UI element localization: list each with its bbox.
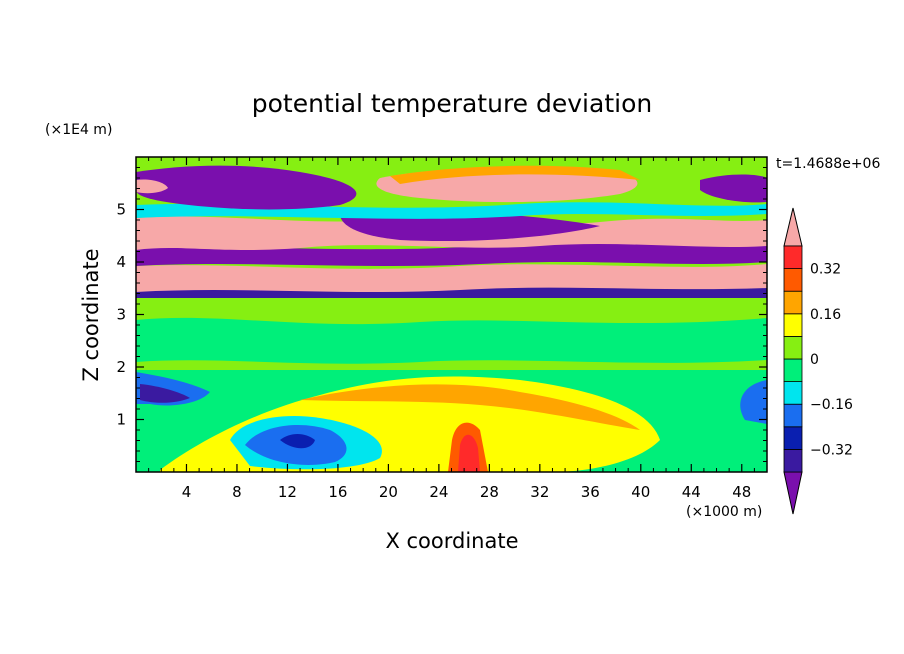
field-upper-purple-band: [136, 243, 767, 266]
x-tick-label: 32: [530, 483, 549, 501]
x-tick-label: 40: [631, 483, 650, 501]
x-tick-label: 44: [682, 483, 701, 501]
colorbar-label: 0.16: [810, 307, 841, 323]
colorbar-lower-triangle: [783, 471, 803, 515]
field-top-purple: [136, 165, 357, 210]
y-axis-ticks: 1 2 3 4 5: [116, 167, 767, 462]
colorbar-segment: [783, 290, 803, 315]
y-tick-label: 1: [116, 411, 126, 429]
x-tick-label: 48: [732, 483, 751, 501]
x-axis-ticks: 4 8 12 16 20 24 28 32 36 40 44 48: [148, 157, 755, 501]
y-axis-label: Z coordinate: [79, 248, 103, 381]
colorbar-label: 0.32: [810, 262, 841, 278]
colorbar-segment: [783, 335, 803, 360]
colorbar-label: 0: [810, 352, 819, 368]
x-tick-label: 20: [379, 483, 398, 501]
colorbar-segment: [783, 426, 803, 450]
field-upper-pink-band: [136, 264, 767, 292]
x-tick-label: 8: [232, 483, 242, 501]
colorbar-segment: [783, 381, 803, 405]
colorbar-segment: [783, 313, 803, 337]
field-cold-core-2: [280, 434, 315, 449]
field-top-left-pink: [136, 179, 168, 194]
colorbar: 0.32 0.16 0 −0.16 −0.32: [783, 207, 853, 515]
chart-title: potential temperature deviation: [252, 89, 652, 118]
colorbar-segment: [783, 268, 803, 292]
x-tick-label: 28: [480, 483, 499, 501]
plot-area: [136, 157, 767, 472]
field-plume-core: [458, 434, 480, 472]
field-top-right: [700, 174, 767, 203]
field-warm-arc-inner: [300, 384, 640, 430]
field-right-cold: [740, 380, 767, 424]
x-unit-label: (×1000 m): [686, 504, 762, 520]
field-top-orange: [390, 165, 640, 184]
y-tick-label: 4: [116, 253, 126, 271]
field-left-cold-core: [140, 384, 190, 403]
y-tick-label: 2: [116, 358, 126, 376]
colorbar-segment: [783, 358, 803, 383]
x-tick-label: 4: [182, 483, 192, 501]
field-middle-patch: [136, 317, 767, 364]
x-tick-label: 16: [328, 483, 347, 501]
x-tick-label: 36: [581, 483, 600, 501]
colorbar-upper-triangle: [783, 207, 803, 247]
x-axis-label: X coordinate: [385, 529, 518, 553]
colorbar-label: −0.32: [810, 442, 853, 458]
time-label: t=1.4688e+06: [776, 156, 880, 172]
x-tick-label: 12: [278, 483, 297, 501]
colorbar-segment: [783, 245, 803, 270]
colorbar-label: −0.16: [810, 397, 853, 413]
y-tick-label: 3: [116, 306, 126, 324]
y-tick-label: 5: [116, 201, 126, 219]
y-unit-label: (×1E4 m): [45, 122, 112, 138]
x-tick-label: 24: [429, 483, 448, 501]
colorbar-segment: [783, 403, 803, 428]
colorbar-segment: [783, 448, 803, 473]
